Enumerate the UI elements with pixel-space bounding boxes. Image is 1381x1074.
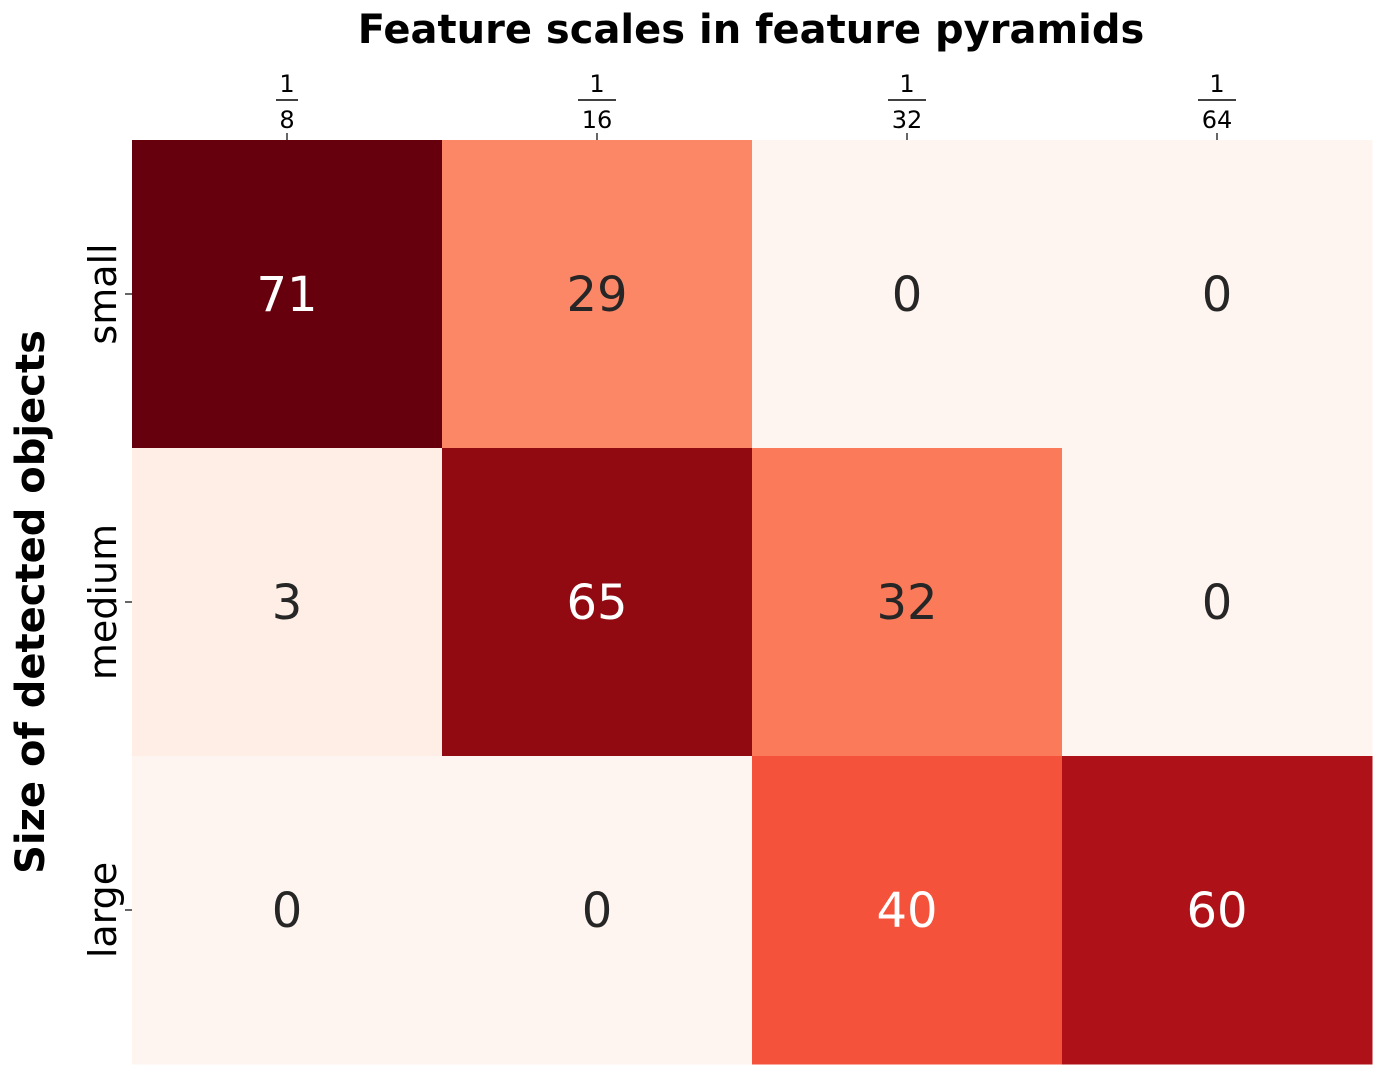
x-tick-numerator: 1 <box>589 70 604 98</box>
x-tick-numerator: 1 <box>279 70 294 98</box>
cell-value-r2-c0: 0 <box>272 883 303 939</box>
cell-value-r0-c0: 71 <box>256 267 317 323</box>
x-tick-denominator: 32 <box>892 106 923 134</box>
x-tick-label-0: 18 <box>276 70 298 140</box>
heatmap-cell-r0-c1 <box>442 140 753 449</box>
heatmap-cell-r2-c2 <box>752 756 1063 1065</box>
heatmap-cell-r0-c2 <box>752 140 1063 449</box>
heatmap-cell-r2-c3 <box>1062 756 1373 1065</box>
cell-value-r0-c3: 0 <box>1202 267 1233 323</box>
chart-title: Feature scales in feature pyramids <box>358 7 1145 53</box>
x-tick-denominator: 8 <box>279 106 294 134</box>
x-tick-numerator: 1 <box>899 70 914 98</box>
x-tick-denominator: 64 <box>1202 106 1233 134</box>
heatmap-cell-r1-c2 <box>752 448 1063 757</box>
y-axis-label: Size of detected objects <box>8 330 54 874</box>
cell-value-r1-c0: 3 <box>272 575 303 631</box>
heatmap-cell-r2-c0 <box>132 756 443 1065</box>
cell-value-r0-c1: 29 <box>566 267 627 323</box>
x-tick-denominator: 16 <box>582 106 613 134</box>
heatmap-cells: 71 29 0 0 3 65 32 0 0 0 40 60 <box>132 140 1373 1065</box>
cell-value-r1-c2: 32 <box>876 575 937 631</box>
cell-value-r2-c2: 40 <box>876 883 937 939</box>
heatmap-cell-r1-c3 <box>1062 448 1373 757</box>
cell-value-r2-c1: 0 <box>582 883 613 939</box>
cell-value-r2-c3: 60 <box>1186 883 1247 939</box>
x-tick-label-1: 116 <box>578 70 616 140</box>
heatmap-cell-r0-c3 <box>1062 140 1373 449</box>
cell-value-r1-c1: 65 <box>566 575 627 631</box>
heatmap-cell-r1-c0 <box>132 448 443 757</box>
x-tick-label-2: 132 <box>888 70 926 140</box>
y-tick-label-small: small <box>81 243 125 344</box>
y-axis-ticks: small medium large <box>81 243 132 958</box>
y-tick-label-large: large <box>81 862 125 958</box>
x-tick-numerator: 1 <box>1209 70 1224 98</box>
cell-value-r0-c2: 0 <box>892 267 923 323</box>
x-tick-label-3: 164 <box>1198 70 1236 140</box>
y-tick-label-medium: medium <box>81 524 125 680</box>
heatmap-cell-r1-c1 <box>442 448 753 757</box>
heatmap-cell-r0-c0 <box>132 140 443 449</box>
cell-value-r1-c3: 0 <box>1202 575 1233 631</box>
heatmap-cell-r2-c1 <box>442 756 753 1065</box>
